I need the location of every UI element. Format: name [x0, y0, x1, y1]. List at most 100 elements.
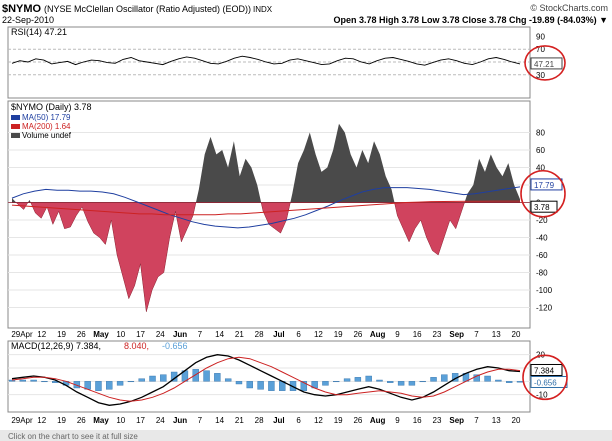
- price-tick-label: -100: [536, 286, 553, 295]
- macd-hist-bar: [106, 381, 113, 390]
- macd-hist-bar: [214, 373, 221, 382]
- hist-value-tag: -0.656: [534, 378, 557, 387]
- x-tick-label: 19: [334, 330, 343, 339]
- x-tick-label: 26: [353, 416, 362, 425]
- rsi-line: [11, 55, 521, 66]
- price-chart: $NYMO (Daily) 3.78 MA(50) 17.79 MA(200) …: [8, 102, 553, 339]
- macd-hist-bar: [365, 375, 372, 382]
- macd-hist-bar: [333, 381, 340, 383]
- x-tick-label: 28: [255, 416, 264, 425]
- price-tick-label: -20: [536, 216, 548, 225]
- x-tick-label: 16: [413, 330, 422, 339]
- x-tick-label: 20: [512, 416, 521, 425]
- x-tick-label: 20: [512, 330, 521, 339]
- rsi-axis: 30 70 90: [536, 32, 545, 79]
- macd-value-tag-box: [530, 363, 563, 376]
- x-tick-label: 14: [215, 330, 224, 339]
- x-tick-label: 12: [37, 330, 46, 339]
- macd-hist-bar: [30, 379, 37, 382]
- macd-hist-bar: [354, 377, 362, 382]
- volume-legend: Volume undef: [22, 131, 72, 140]
- x-tick-label: 26: [353, 330, 362, 339]
- macd-hist-bar: [95, 381, 102, 391]
- rsi-tick-label: 30: [536, 71, 545, 80]
- x-tick-label: 29Apr: [11, 330, 33, 339]
- macd-hist-bar: [376, 379, 383, 382]
- chart-date: 22-Sep-2010: [2, 15, 54, 25]
- rsi-tick-label: 90: [536, 32, 545, 41]
- x-tick-label: 16: [413, 416, 422, 425]
- macd-hist-bar: [516, 381, 524, 383]
- x-tick-label: 29Apr: [11, 416, 33, 425]
- rsi-title: RSI(14) 47.21: [11, 27, 67, 37]
- ma50-line: [11, 186, 521, 229]
- nymo-negative-area: [12, 202, 520, 312]
- macd-hist-bar: [387, 381, 394, 383]
- x-tick-label: 17: [136, 416, 145, 425]
- rsi-highlight-circle: [524, 45, 566, 81]
- rsi-tick-label: 70: [536, 45, 545, 54]
- x-tick-label: Aug: [370, 330, 386, 339]
- x-tick-label: 6: [296, 416, 301, 425]
- macd-hist-bar: [138, 378, 145, 382]
- x-tick-label: 23: [433, 416, 442, 425]
- signal-line: [11, 356, 521, 402]
- macd-hist-bar: [322, 381, 329, 386]
- x-tick-label: Jun: [173, 416, 187, 425]
- macd-x-axis: 29Apr 12 19 26 May 10 17 24 Jun 7 14 21 28 Jul 6 12 19 26…: [11, 416, 521, 425]
- x-tick-label: 6: [296, 330, 301, 339]
- macd-panel: [7, 340, 531, 413]
- ma50-value-tag: 17.79: [534, 181, 555, 190]
- macd-hist-bar: [192, 369, 199, 382]
- x-tick-label: Aug: [370, 416, 386, 425]
- x-tick-label: 9: [395, 330, 400, 339]
- ohlc-line: Open 3.78 High 3.78 Low 3.78 Close 3.78 …: [333, 15, 608, 25]
- x-tick-label: 7: [474, 416, 479, 425]
- watermark: © StockCharts.com: [530, 3, 608, 13]
- macd-hist-bar: [160, 374, 167, 382]
- rsi-chart: RSI(14) 47.21 30 70 90: [11, 27, 545, 80]
- price-tick-label: -60: [536, 251, 548, 260]
- x-tick-label: May: [93, 330, 109, 339]
- x-tick-label: 13: [492, 416, 501, 425]
- price-x-axis: 29Apr 12 19 26 May 10 17 24 Jun 7 14 21 28 Jul 6 12 19 26…: [11, 330, 521, 339]
- price-tick-label: 60: [536, 146, 545, 155]
- x-tick-label: 10: [116, 330, 125, 339]
- footer-text: Click on the chart to see it at full siz…: [8, 432, 138, 441]
- macd-hist-bar: [397, 381, 405, 386]
- x-tick-label: 24: [156, 330, 165, 339]
- x-tick-label: 19: [57, 330, 66, 339]
- macd-hist-bar: [419, 381, 426, 383]
- macd-hist-bar: [257, 381, 264, 390]
- price-tick-label: 40: [536, 164, 545, 173]
- macd-hist-bar: [127, 381, 135, 383]
- x-tick-label: 21: [235, 416, 244, 425]
- x-tick-label: 7: [474, 330, 479, 339]
- macd-hist-bar: [408, 381, 416, 386]
- macd-line: [11, 354, 521, 406]
- macd-hist-bar: [246, 381, 253, 389]
- x-tick-label: Sep: [449, 330, 464, 339]
- x-tick-label: 10: [116, 416, 125, 425]
- x-tick-label: 12: [314, 330, 323, 339]
- x-tick-label: 7: [198, 330, 203, 339]
- macd-highlight-circle: [522, 354, 568, 401]
- x-tick-label: 12: [37, 416, 46, 425]
- x-tick-label: 9: [395, 416, 400, 425]
- x-tick-label: 7: [198, 416, 203, 425]
- x-tick-label: Jul: [273, 330, 285, 339]
- price-tick-label: -40: [536, 234, 548, 243]
- x-tick-label: Sep: [449, 416, 464, 425]
- macd-hist-bar: [343, 378, 351, 382]
- x-tick-label: 13: [492, 330, 501, 339]
- macd-histogram: [8, 369, 524, 391]
- macd-title-a: MACD(12,26,9) 7.384,: [11, 341, 101, 351]
- macd-hist-bar: [484, 375, 491, 382]
- macd-hist-bar: [203, 370, 210, 382]
- macd-title-b: 8.040,: [124, 341, 149, 351]
- ma50-legend: MA(50) 17.79: [22, 113, 71, 122]
- macd-hist-bar: [235, 381, 243, 385]
- macd-hist-bar: [430, 377, 437, 382]
- nymo-value-tag-box: [530, 200, 558, 213]
